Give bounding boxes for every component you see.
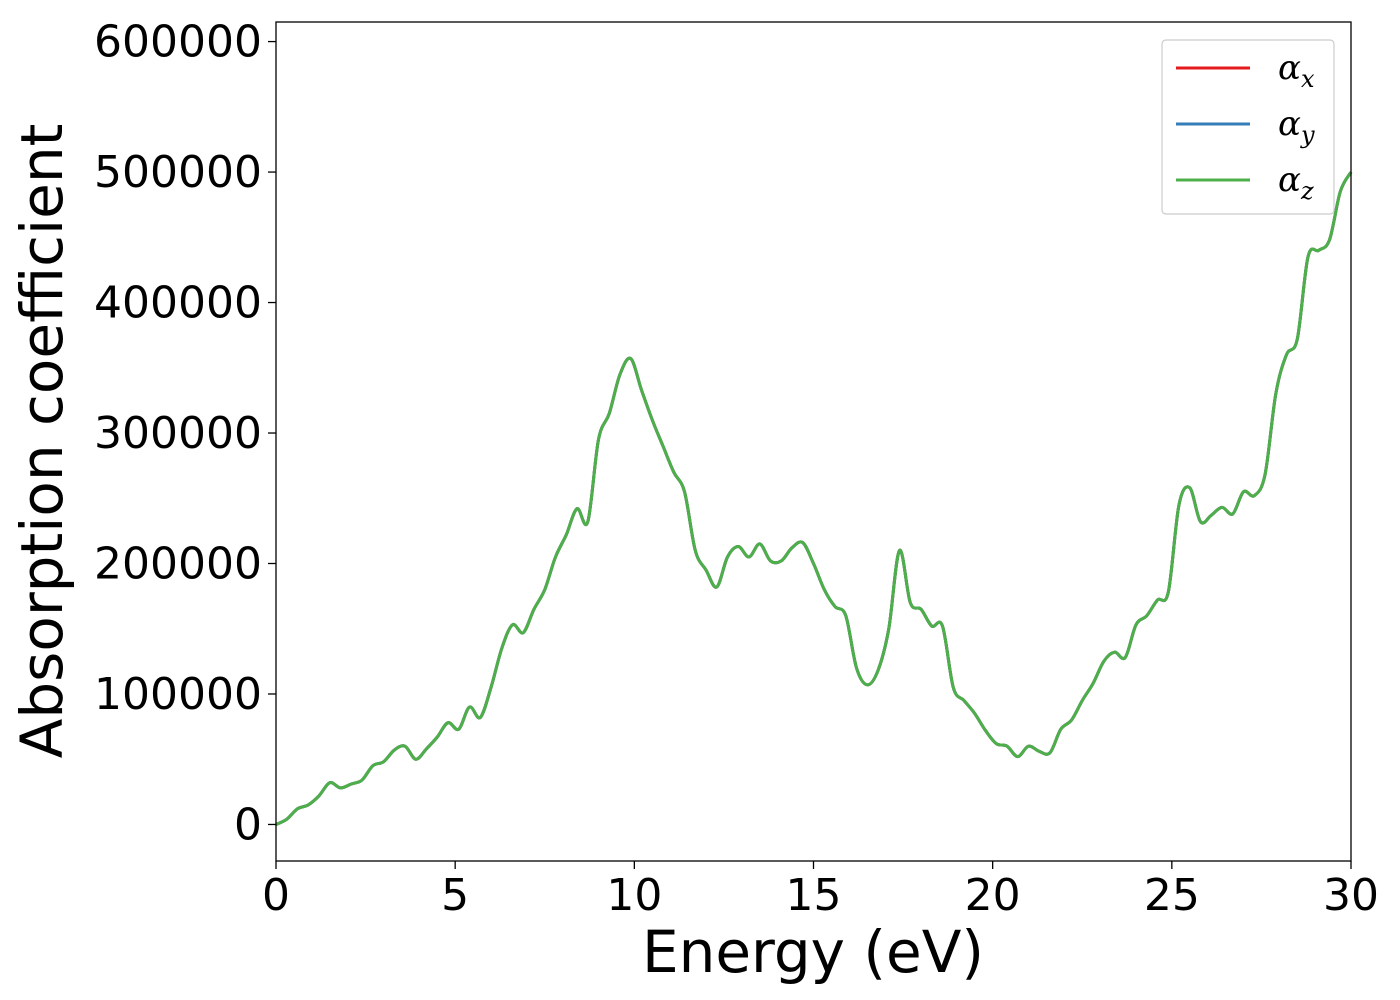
y-tick-label: 600000 [94, 17, 262, 68]
x-tick-label: 10 [606, 870, 662, 921]
x-axis: 0 5 10 15 20 25 30 [262, 861, 1379, 921]
x-tick-label: 30 [1323, 870, 1379, 921]
x-tick-label: 15 [786, 870, 842, 921]
y-tick-label: 400000 [94, 278, 262, 329]
y-tick-label: 500000 [94, 147, 262, 198]
y-tick-label: 0 [234, 799, 262, 850]
series-line-alpha-z [275, 171, 1353, 826]
x-tick-label: 25 [1144, 870, 1200, 921]
y-axis: 0 100000 200000 300000 400000 500000 600000 [94, 17, 276, 850]
x-tick-label: 5 [441, 870, 469, 921]
legend-box [1161, 39, 1335, 215]
x-axis-title: Energy (eV) [642, 918, 984, 986]
y-tick-label: 300000 [94, 408, 262, 459]
legend-label-alpha-y: αy [1278, 104, 1315, 149]
legend-label-alpha-z: αz [1278, 160, 1314, 205]
series-line-alpha-y [275, 171, 1353, 826]
legend: αx αy αz [1161, 39, 1335, 215]
x-tick-label: 0 [262, 870, 290, 921]
y-axis-title: Absorption coefficient [8, 124, 76, 759]
x-tick-label: 20 [965, 870, 1021, 921]
y-tick-label: 200000 [94, 539, 262, 590]
legend-label-alpha-x: αx [1278, 48, 1315, 93]
series-line-alpha-x [275, 171, 1353, 826]
series-layer [275, 171, 1353, 826]
y-tick-label: 100000 [94, 669, 262, 720]
